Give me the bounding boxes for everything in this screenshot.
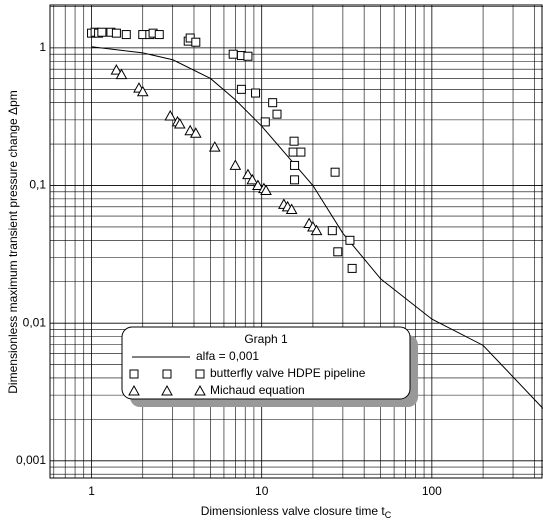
triangle-marker <box>260 184 272 196</box>
triangle-marker <box>252 179 264 191</box>
legend-marker <box>195 369 205 379</box>
triangle-marker <box>310 224 323 236</box>
x-axis-label-text: Dimensionless valve closure time t <box>201 504 386 518</box>
square-marker <box>290 175 300 185</box>
square-marker <box>330 167 340 177</box>
square-marker <box>121 30 131 40</box>
square-marker <box>345 235 355 245</box>
square-marker <box>243 51 253 61</box>
triangle-marker <box>208 141 221 152</box>
x-tick-label: 1 <box>88 484 95 498</box>
triangle-marker <box>242 168 254 180</box>
square-marker <box>288 147 298 157</box>
triangle-marker <box>189 127 202 138</box>
square-marker <box>289 136 299 146</box>
legend-marker <box>161 384 173 396</box>
triangle-marker <box>229 159 242 170</box>
triangle-marker <box>173 117 186 129</box>
triangle-marker <box>246 173 259 185</box>
triangle-marker <box>136 85 149 97</box>
square-marker <box>191 37 201 47</box>
square-marker <box>260 117 270 127</box>
legend-marker <box>194 384 206 396</box>
square-marker <box>228 49 238 59</box>
model-line <box>91 46 543 409</box>
square-marker <box>251 88 261 98</box>
y-tick-label: 1 <box>39 40 46 54</box>
square-marker <box>290 160 300 170</box>
legend-label: Michaud equation <box>210 383 305 397</box>
square-marker <box>327 226 337 236</box>
x-axis-label: Dimensionless valve closure time tC <box>201 504 392 520</box>
legend-marker <box>129 369 139 379</box>
square-marker <box>296 147 306 157</box>
y-tick-label: 0,001 <box>16 453 46 467</box>
square-marker <box>333 247 343 257</box>
triangle-marker <box>184 124 197 136</box>
legend-box <box>121 326 411 400</box>
square-marker <box>111 28 121 38</box>
legend-label: alfa = 0,001 <box>196 349 259 363</box>
x-axis-label-subscript: C <box>385 510 392 520</box>
square-marker <box>347 263 357 273</box>
square-marker <box>154 30 164 40</box>
triangle-marker <box>110 64 123 75</box>
x-tick-label: 100 <box>422 484 442 498</box>
x-tick-label: 10 <box>255 484 269 498</box>
square-marker <box>97 27 107 37</box>
legend-title: Graph 1 <box>244 332 288 346</box>
legend-marker <box>162 369 172 379</box>
plot-frame <box>49 4 543 479</box>
square-marker <box>236 84 246 94</box>
triangle-marker <box>115 68 128 80</box>
triangle-marker <box>285 203 298 214</box>
legend-label: butterfly valve HDPE pipeline <box>210 366 366 380</box>
y-tick-label: 0,01 <box>23 315 47 329</box>
square-marker <box>268 98 278 108</box>
legend-marker <box>128 384 140 396</box>
square-marker <box>272 109 282 119</box>
triangle-marker <box>164 109 177 121</box>
y-tick-label: 0,1 <box>29 178 46 192</box>
y-axis-label: Dimensionless maximum transient pressure… <box>6 90 20 393</box>
